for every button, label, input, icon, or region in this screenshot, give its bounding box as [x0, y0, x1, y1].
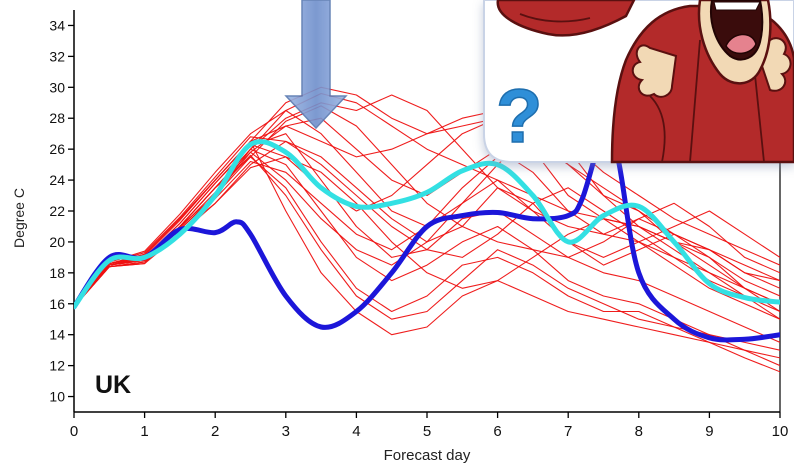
x-tick-label: 9: [705, 423, 713, 440]
ensemble-member-line: [74, 136, 780, 313]
ensemble-member-line: [74, 156, 780, 373]
y-tick-label: 28: [49, 110, 65, 126]
cartoon-hand-left: [631, 44, 678, 98]
x-tick-label: 7: [564, 423, 572, 440]
plot-area: [74, 86, 780, 373]
x-tick-label: 5: [423, 423, 431, 440]
ensemble-member-line: [74, 117, 780, 308]
region-label: UK: [95, 371, 131, 399]
axes: 0 1 2 3 4 5 6 7 8 9 10 10121416182022242628303234 …: [11, 10, 788, 464]
highlight-line-cyan: [74, 139, 780, 310]
y-tick-label: 18: [49, 265, 65, 281]
ensemble-member-line: [74, 94, 780, 308]
x-tick-label: 1: [140, 423, 148, 440]
x-axis-label: Forecast day: [384, 447, 471, 464]
cartoon-panic-figure: ?: [483, 0, 794, 164]
y-tick-label: 24: [49, 172, 65, 188]
y-ticks: 10 12 14 16 18 20 22 24 26 28 30 32 34: [49, 17, 74, 405]
ensemble-member-line: [74, 140, 780, 359]
x-ticks: 0 1 2 3 4 5 6 7 8 9 10: [70, 412, 789, 440]
ensemble-member-line: [74, 109, 780, 308]
y-tick-label: 26: [49, 141, 65, 157]
ensemble-member-line: [74, 154, 780, 351]
down-arrow-icon: [284, 0, 348, 130]
y-tick-label: 32: [49, 48, 65, 64]
highlight-line-blue: [74, 128, 780, 343]
y-tick-label: 12: [49, 358, 65, 374]
question-mark: ?: [496, 74, 542, 159]
y-tick-label: 20: [49, 234, 65, 250]
y-axis-label: Degree C: [11, 188, 27, 248]
y-tick-label: 14: [49, 327, 65, 343]
cartoon-left-arm: [496, 0, 636, 37]
y-tick-label: 30: [49, 79, 65, 95]
highlight-series-lines: [74, 128, 780, 343]
y-tick-label: 22: [49, 203, 65, 219]
x-tick-label: 0: [70, 423, 78, 440]
x-tick-label: 3: [282, 423, 290, 440]
x-tick-label: 2: [211, 423, 219, 440]
x-tick-label: 8: [635, 423, 643, 440]
x-tick-label: 10: [772, 423, 789, 440]
x-tick-label: 4: [352, 423, 360, 440]
y-tick-label: 34: [49, 17, 65, 33]
y-tick-label: 10: [49, 389, 65, 405]
y-tick-label: 16: [49, 296, 65, 312]
ensemble-member-line: [74, 156, 780, 320]
x-tick-label: 6: [493, 423, 501, 440]
